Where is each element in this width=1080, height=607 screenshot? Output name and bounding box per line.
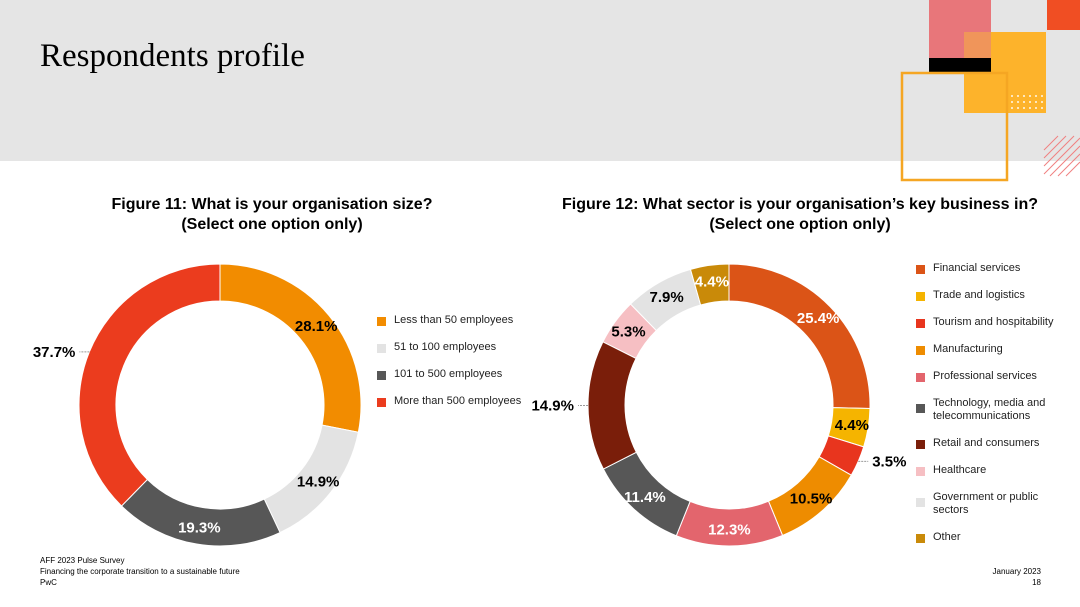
data-label-other: 4.4% <box>695 274 729 291</box>
legend-swatch <box>916 440 925 449</box>
slice-more-than-500-employees <box>78 263 221 507</box>
legend-swatch <box>916 534 925 543</box>
data-label-trade-and-logistics: 4.4% <box>835 417 869 434</box>
legend-swatch <box>916 467 925 476</box>
deco-pink-overlap <box>964 32 991 60</box>
legend-swatch <box>916 404 925 413</box>
deco-red-block <box>1047 0 1080 30</box>
slice-retail-and-consumers <box>587 341 638 470</box>
legend-label: Healthcare <box>933 464 987 476</box>
organisation-size-donut-chart: 28.1% 14.9% 19.3% 37.7% <box>33 263 362 547</box>
legend-label: Trade and logistics <box>933 289 1025 301</box>
legend-label: Financial services <box>933 262 1021 274</box>
data-label-51-to-100-employees: 14.9% <box>297 474 340 491</box>
legend-label: Less than 50 employees <box>394 314 514 326</box>
decorative-graphic <box>900 0 1080 182</box>
data-label-financial-services: 25.4% <box>797 310 840 327</box>
legend-swatch <box>377 371 386 380</box>
data-label-professional-services: 12.3% <box>708 521 751 538</box>
slice-financial-services <box>728 263 871 410</box>
legend-label: Manufacturing <box>933 343 1003 355</box>
deco-dot-grid <box>1011 95 1043 109</box>
page-number: 18 <box>1032 578 1041 587</box>
legend-label: Tourism and hospitability <box>933 316 1054 328</box>
figure-12-title-line-1: Figure 12: What sector is your organisat… <box>562 196 1038 213</box>
data-label-tourism-and-hospitability: 3.5% <box>872 453 906 470</box>
legend-label: 51 to 100 employees <box>394 341 497 353</box>
legend-label: Government or public sectors <box>933 491 1039 516</box>
legend-swatch <box>916 346 925 355</box>
legend-swatch <box>916 498 925 507</box>
data-label-less-than-50-employees: 28.1% <box>295 318 338 335</box>
legend-label: 101 to 500 employees <box>394 368 503 380</box>
footer-left: AFF 2023 Pulse Survey Financing the corp… <box>40 555 240 588</box>
data-label-healthcare: 5.3% <box>611 323 645 340</box>
deco-orange-outline <box>900 71 1009 182</box>
data-label-government-or-public-sectors: 7.9% <box>650 289 684 306</box>
footer-date: January 2023 <box>992 567 1041 576</box>
header-band <box>0 0 1080 161</box>
figure-12-title: Figure 12: What sector is your organisat… <box>562 195 1038 235</box>
legend-swatch <box>916 373 925 382</box>
slice-other <box>689 263 730 306</box>
legend-swatch <box>377 344 386 353</box>
legend-label: Other <box>933 531 961 543</box>
footer-company: PwC <box>40 578 57 587</box>
figure-11-title-line-2: (Select one option only) <box>181 216 363 233</box>
footer-report-title: Financing the corporate transition to a … <box>40 567 240 576</box>
legend-swatch <box>916 265 925 274</box>
data-label-technology-media-and-telecommunications: 11.4% <box>624 489 666 506</box>
deco-black-bar <box>929 58 991 72</box>
footer-survey-name: AFF 2023 Pulse Survey <box>40 556 125 565</box>
legend-label: More than 500 employees <box>394 395 522 407</box>
page-title: Respondents profile <box>40 38 305 74</box>
legend-swatch <box>916 319 925 328</box>
figure-11-title-line-1: Figure 11: What is your organisation siz… <box>111 196 433 213</box>
figure-12-title-line-2: (Select one option only) <box>709 216 891 233</box>
legend-label: Technology, media and telecommunications <box>933 397 1046 422</box>
legend-swatch <box>377 317 386 326</box>
data-label-retail-and-consumers: 14.9% <box>531 397 574 414</box>
data-label-101-to-500-employees: 19.3% <box>178 520 221 537</box>
deco-hatch <box>1043 135 1080 177</box>
footer-right: January 2023 18 <box>993 566 1041 588</box>
legend-label: Professional services <box>933 370 1037 382</box>
data-label-more-than-500-employees: 37.7% <box>33 344 76 361</box>
legend-swatch <box>377 398 386 407</box>
legend-swatch <box>916 292 925 301</box>
data-label-manufacturing: 10.5% <box>790 491 833 508</box>
legend-label: Retail and consumers <box>933 437 1040 449</box>
figure-11-title: Figure 11: What is your organisation siz… <box>112 195 433 235</box>
